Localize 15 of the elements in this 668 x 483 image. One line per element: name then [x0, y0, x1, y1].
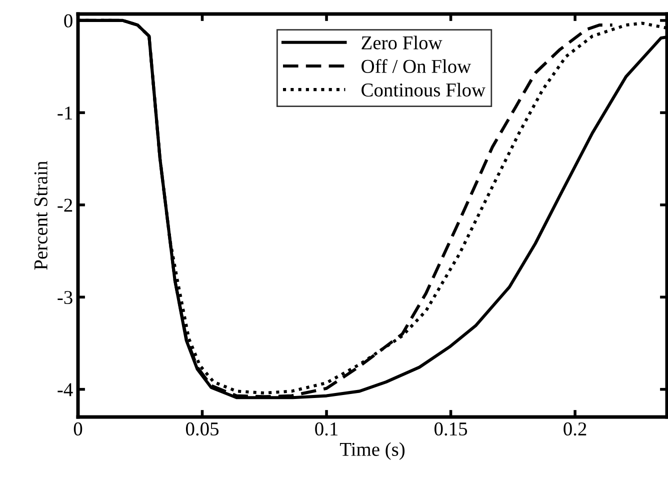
x-tick-label: 0 [74, 422, 82, 436]
x-axis-title: Time (s) [340, 442, 405, 460]
x-tick-label: 0.05 [186, 422, 219, 436]
y-tick-label: -3 [58, 290, 72, 304]
y-tick-label: -4 [58, 383, 73, 396]
y-tick-label: -2 [58, 198, 72, 212]
x-tick-label: 0.1 [315, 422, 338, 436]
y-tick-label: -1 [58, 106, 72, 120]
legend-label: Zero Flow [362, 36, 442, 50]
y-axis-title: Percent Strain [34, 160, 48, 270]
y-tick-label: 0 [64, 14, 72, 28]
legend-label: Off / On Flow [362, 59, 472, 73]
x-tick-label: 0.15 [434, 422, 468, 436]
x-tick-label: 0.2 [564, 422, 586, 436]
legend-label: Continous Flow [362, 82, 486, 97]
